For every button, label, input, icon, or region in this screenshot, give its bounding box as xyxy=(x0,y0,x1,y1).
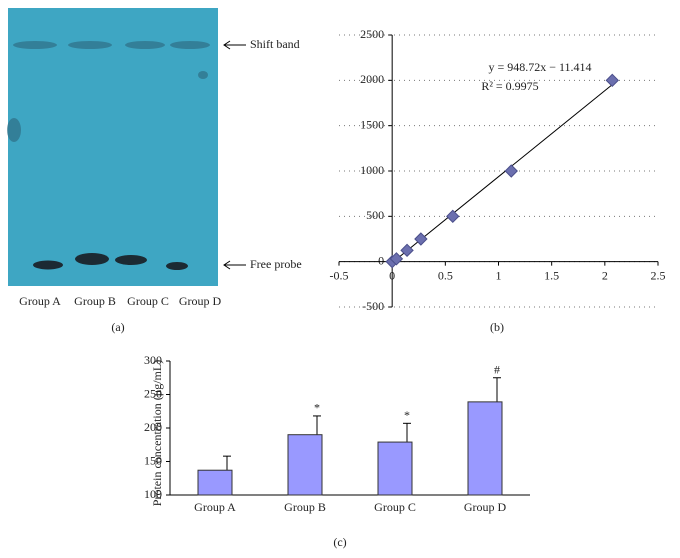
y-tick-label: 0 xyxy=(378,253,384,267)
shift-label: Shift band xyxy=(250,37,300,51)
gel-image xyxy=(7,8,218,286)
x-tick-label: Group A xyxy=(194,500,236,514)
arrows xyxy=(223,40,246,270)
fit-line xyxy=(391,84,613,264)
shift-bands xyxy=(7,41,210,142)
lane-label: Group B xyxy=(74,294,116,308)
lane-label: Group C xyxy=(127,294,169,308)
y-tick-label: 300 xyxy=(144,353,162,367)
point xyxy=(400,243,414,258)
point xyxy=(414,232,428,246)
panel-caption: (a) xyxy=(111,320,124,334)
gel xyxy=(8,8,218,286)
x-tick-label: 2 xyxy=(602,268,608,282)
y-tick-label: 150 xyxy=(144,453,162,467)
y-tick-label: 1000 xyxy=(360,163,384,177)
x-tick-label: 1.5 xyxy=(544,268,559,282)
x-tick-label: -0.5 xyxy=(330,268,349,282)
x-tick-label: Group D xyxy=(464,500,507,514)
free-label: Free probe xyxy=(250,257,302,271)
free-bands xyxy=(33,253,188,270)
y-tick-label: 200 xyxy=(144,420,162,434)
bar xyxy=(197,469,233,496)
y-tick-label: 100 xyxy=(144,487,162,501)
x-tick-label: 2.5 xyxy=(651,268,666,282)
point xyxy=(389,252,404,266)
x-tick-label: Group B xyxy=(284,500,326,514)
significance-marker: * xyxy=(404,408,410,422)
bar xyxy=(287,434,323,496)
y-tick-label: 500 xyxy=(366,208,384,222)
bar xyxy=(377,441,413,496)
point xyxy=(504,164,518,178)
panel-caption: (c) xyxy=(333,535,346,549)
bar xyxy=(467,401,503,496)
y-tick-label: 1500 xyxy=(360,117,384,131)
y-tick-label: 2500 xyxy=(360,27,384,41)
significance-marker: # xyxy=(494,363,500,377)
significance-marker: * xyxy=(314,401,320,415)
lane-label: Group D xyxy=(179,294,222,308)
lane-label: Group A xyxy=(19,294,61,308)
x-tick-label: Group C xyxy=(374,500,416,514)
y-tick-label: 250 xyxy=(144,386,162,400)
annotation: R² = 0.9975 xyxy=(481,79,538,93)
x-tick-label: 0.5 xyxy=(438,268,453,282)
point xyxy=(605,73,619,88)
x-tick-label: 1 xyxy=(496,268,502,282)
y-axis-label: Protein concentration (μg/mL) xyxy=(150,360,164,506)
y-tick-label: 2000 xyxy=(360,72,384,86)
point xyxy=(446,209,460,224)
y-tick-label: -500 xyxy=(362,299,384,313)
panel-caption: (b) xyxy=(490,320,504,334)
annotation: y = 948.72x − 11.414 xyxy=(488,60,591,74)
